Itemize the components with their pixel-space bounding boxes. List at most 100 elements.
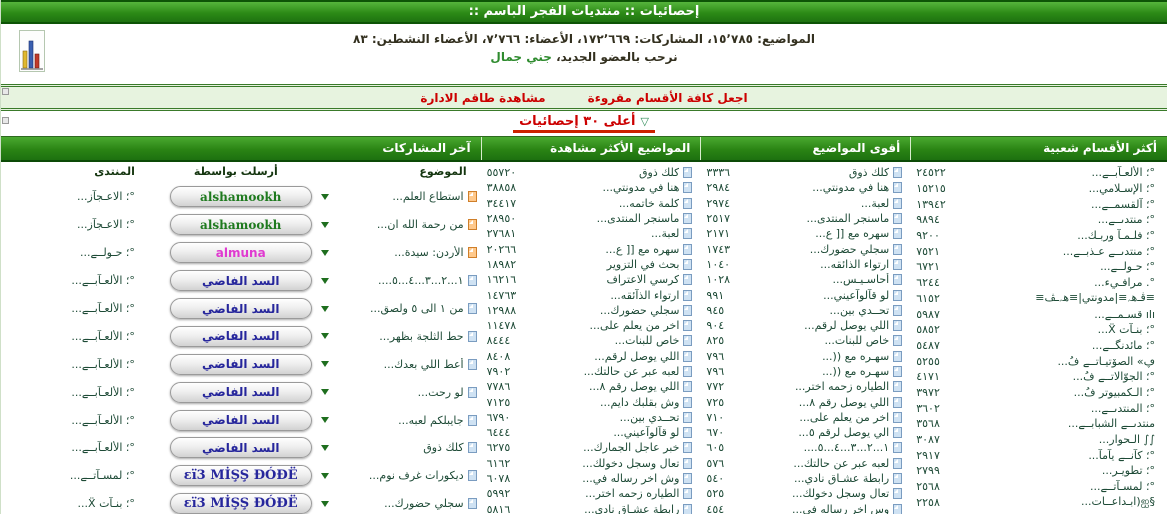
goto-last-post-icon[interactable] bbox=[320, 389, 329, 396]
goto-last-post-icon[interactable] bbox=[320, 417, 329, 424]
topic-link[interactable]: اخر من يعلم على... bbox=[799, 410, 890, 424]
new-member-link[interactable]: جني جمال bbox=[490, 50, 552, 64]
sender-profile-button[interactable]: εï3 MİŞŞ ĐÓĐË bbox=[169, 493, 312, 514]
sender-profile-button[interactable]: alshamookh bbox=[169, 186, 312, 208]
topic-link[interactable]: هنا في مدونتي... bbox=[812, 181, 890, 195]
sender-profile-button[interactable]: alshamookh bbox=[169, 214, 312, 236]
topic-link[interactable]: حط الثلجة بظهر... bbox=[379, 329, 464, 343]
topic-link[interactable]: خبر عاجل الجمارك... bbox=[583, 441, 680, 455]
topic-link[interactable]: ماسنجر المنتدى... bbox=[806, 212, 890, 226]
forum-link[interactable]: °؛ منتدىــے... bbox=[1097, 213, 1155, 227]
topic-link[interactable]: الطياره زحمه اختر... bbox=[585, 487, 680, 501]
forum-link[interactable]: °؛ الألعـآبــے... bbox=[71, 357, 135, 371]
topic-link[interactable]: لعبه عبر عن حالتك... bbox=[793, 456, 890, 470]
forum-link[interactable]: ∫∫ الـحوار... bbox=[1098, 433, 1155, 447]
forum-link[interactable]: °. مرافـيء... bbox=[1094, 276, 1155, 290]
sender-profile-button[interactable]: السد الفاضي bbox=[169, 381, 312, 403]
goto-last-post-icon[interactable] bbox=[320, 277, 329, 284]
forum-link[interactable]: °؛ الاعـجآز... bbox=[77, 190, 135, 204]
topic-link[interactable]: جايبلكم لعبه... bbox=[398, 413, 464, 427]
forum-link[interactable]: °؛ الإسـلامي... bbox=[1088, 182, 1155, 196]
forum-link[interactable]: °؛ المنتدىــے... bbox=[1090, 401, 1155, 415]
forum-link[interactable]: ≡ڤـﮬﮧ≡|مدونتي|≡ﮬﮧـڤ≡ bbox=[1035, 291, 1155, 305]
view-staff-link[interactable]: مشاهدة طاقم الادارة bbox=[420, 90, 546, 105]
topic-link[interactable]: ارتواء الذائقه... bbox=[820, 257, 890, 271]
topic-link[interactable]: اللي يوصل رقم ٨... bbox=[588, 380, 680, 394]
collapse-gadget-icon[interactable] bbox=[2, 117, 9, 124]
forum-link[interactable]: °؛ فلـمـآ وربـك... bbox=[1077, 229, 1155, 243]
forum-link[interactable]: °؛ آلقسمــے... bbox=[1090, 197, 1155, 211]
forum-link[interactable]: °؛ بنـآت Ẍ... bbox=[1097, 323, 1155, 337]
forum-link[interactable]: ڥ» الصۆتيـاتــے فُ... bbox=[1057, 354, 1155, 368]
collapse-gadget-icon[interactable] bbox=[2, 88, 9, 95]
topic-link[interactable]: لو قآلوآعيني... bbox=[613, 426, 680, 440]
topic-link[interactable]: لعبة... bbox=[651, 227, 680, 241]
forum-link[interactable]: °؛ الألعـآبــے... bbox=[71, 413, 135, 427]
forum-link[interactable]: منتدىــے الشبابــے... bbox=[1067, 417, 1155, 431]
forum-link[interactable]: °؛ منتدىــے عـذبــے... bbox=[1062, 244, 1155, 258]
forum-link[interactable]: °؛ لمسـآتــے... bbox=[69, 469, 135, 483]
goto-last-post-icon[interactable] bbox=[320, 221, 329, 228]
forum-link[interactable]: °؛ الجوّالاتــے فُ... bbox=[1072, 370, 1155, 384]
topic-link[interactable]: وس اخر رساله في... bbox=[792, 502, 890, 514]
topic-link[interactable]: سهـره مع ((... bbox=[822, 365, 890, 378]
topic-link[interactable]: بحث في التزوير bbox=[606, 257, 680, 271]
topic-link[interactable]: كلك ذوق bbox=[639, 166, 680, 180]
forum-link[interactable]: °؛ حـولــے... bbox=[79, 246, 135, 260]
sender-profile-button[interactable]: السد الفاضي bbox=[169, 437, 312, 459]
topic-link[interactable]: ديكورات غرف نوم... bbox=[368, 469, 464, 483]
forum-link[interactable]: °؛ الاعـجآز... bbox=[77, 218, 135, 232]
forum-link[interactable]: °؛ الألعـآبــے... bbox=[71, 441, 135, 455]
goto-last-post-icon[interactable] bbox=[320, 500, 329, 507]
sender-profile-button[interactable]: السد الفاضي bbox=[169, 325, 312, 347]
topic-link[interactable]: من ١ الى ٥ ولصق... bbox=[370, 302, 464, 315]
top30-link[interactable]: ▽ أعلى ٣٠ إحصائيات bbox=[513, 114, 655, 133]
topic-link[interactable]: الي يوصل لرقم ٥... bbox=[798, 426, 890, 440]
topic-link[interactable]: لعبه عبر عن حالتك... bbox=[583, 365, 680, 378]
topic-link[interactable]: رابطة عشـاق نادي... bbox=[793, 472, 890, 486]
forum-link[interactable]: °؛ تطويـر... bbox=[1101, 464, 1155, 478]
topic-link[interactable]: كلك ذوق bbox=[848, 166, 890, 180]
topic-link[interactable]: الأردن: سيدة... bbox=[394, 246, 464, 260]
topic-link[interactable]: هنا في مدونتي... bbox=[602, 181, 680, 195]
topic-link[interactable]: ١...٢...٣...٤...٥.... bbox=[803, 441, 890, 455]
topic-link[interactable]: سهره مع [[ ع... bbox=[815, 227, 890, 241]
goto-last-post-icon[interactable] bbox=[320, 472, 329, 479]
topic-link[interactable]: وش اخر رساله في... bbox=[582, 472, 680, 486]
forum-link[interactable]: §ஐ(ابـداعــات... bbox=[1080, 494, 1155, 508]
mark-forums-read-link[interactable]: اجعل كافة الأقسام مقروءة bbox=[587, 90, 748, 105]
topic-link[interactable]: لو رحت... bbox=[417, 385, 464, 399]
forum-link[interactable]: °؛ الألعـآبــے... bbox=[71, 274, 135, 288]
forum-link[interactable]: °؛ الألعـآبــے... bbox=[71, 385, 135, 399]
topic-link[interactable]: اللي يوصل رقم ٨... bbox=[798, 395, 890, 409]
topic-link[interactable]: خاص للبنات... bbox=[614, 334, 680, 348]
goto-last-post-icon[interactable] bbox=[320, 249, 329, 256]
topic-link[interactable]: أعط اللي بعدك... bbox=[383, 357, 464, 371]
topic-link[interactable]: سهـره مع ((... bbox=[822, 349, 890, 363]
forum-link[interactable]: °؛ الألعـآبــے... bbox=[1091, 166, 1156, 180]
topic-link[interactable]: سجلي حضورك... bbox=[809, 242, 890, 256]
topic-link[interactable]: وش بقلبك دايم... bbox=[599, 395, 680, 409]
sender-profile-button[interactable]: εï3 MİŞŞ ĐÓĐË bbox=[169, 465, 312, 487]
goto-last-post-icon[interactable] bbox=[320, 444, 329, 451]
topic-link[interactable]: سجلي حضورك... bbox=[599, 303, 680, 317]
topic-link[interactable]: خاص للبنات... bbox=[824, 334, 890, 348]
forum-link[interactable]: °؛ لمسـآتــے... bbox=[1089, 480, 1155, 494]
topic-link[interactable]: تحــدي بين... bbox=[619, 410, 680, 424]
topic-link[interactable]: اللي يوصل لرقم... bbox=[594, 349, 680, 363]
forum-link[interactable]: °؛ حـولــے... bbox=[1100, 260, 1155, 274]
topic-link[interactable]: اللي يوصل لرقم... bbox=[804, 319, 890, 333]
forum-link[interactable]: °؛ الألعـآبــے... bbox=[71, 329, 135, 343]
topic-link[interactable]: لو قآلوآعيني... bbox=[823, 288, 890, 302]
topic-link[interactable]: كلمة خاتمه... bbox=[618, 196, 680, 210]
topic-link[interactable]: رابطة عشـاق نادي... bbox=[584, 502, 680, 514]
forum-link[interactable]: ılı قسـمــے... bbox=[1094, 307, 1155, 321]
forum-link[interactable]: °؛ بنـآت Ẍ... bbox=[77, 497, 135, 511]
topic-link[interactable]: تحــدي بين... bbox=[829, 303, 890, 317]
topic-link[interactable]: أحاسـيـس... bbox=[832, 273, 890, 287]
topic-link[interactable]: الطياره زحمه اختر... bbox=[794, 380, 890, 394]
topic-link[interactable]: كرسي الاعتراف bbox=[606, 273, 680, 287]
topic-link[interactable]: اخر من يعلم على... bbox=[589, 319, 680, 333]
goto-last-post-icon[interactable] bbox=[320, 305, 329, 312]
topic-link[interactable]: ماسنجر المنتدى... bbox=[596, 212, 680, 226]
